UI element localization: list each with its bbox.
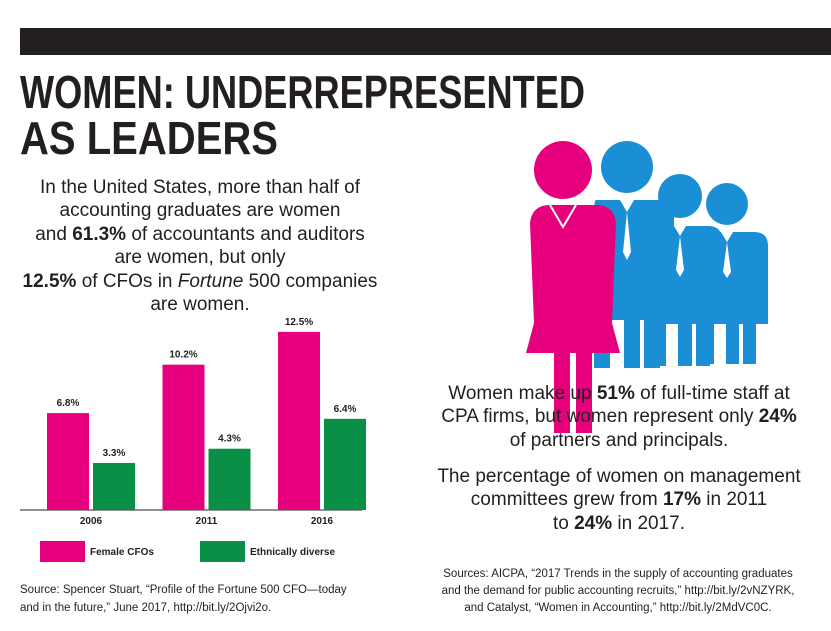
legend-swatch xyxy=(200,541,245,562)
intro-line: and 61.3% of accountants and auditors xyxy=(35,224,365,245)
x-tick-label: 2016 xyxy=(311,516,334,527)
bar xyxy=(324,418,366,510)
text: are women. xyxy=(150,294,249,315)
x-tick-label: 2011 xyxy=(196,516,218,527)
title-line: WOMEN: UNDERREPRESENTED xyxy=(20,66,585,118)
highlight: 51% xyxy=(597,383,635,404)
fact-line: Women make up 51% of full-time staff at xyxy=(448,383,790,404)
value-label: 6.8% xyxy=(57,398,80,409)
text: Fortune xyxy=(178,271,243,292)
value-label: 3.3% xyxy=(103,448,126,459)
fact-line: CPA firms, but women represent only 24% xyxy=(441,406,797,427)
facts: Women make up 51% of full-time staff at … xyxy=(437,383,801,534)
legend-label: Ethnically diverse xyxy=(250,547,335,558)
value-label: 6.4% xyxy=(334,404,357,415)
intro-line: 12.5% of CFOs in Fortune 500 companies xyxy=(23,271,378,292)
sources: Sources: AICPA, “2017 Trends in the supp… xyxy=(442,568,795,614)
text: of full-time staff at xyxy=(640,383,790,404)
highlight: 24% xyxy=(759,406,797,427)
text: CPA firms, but women represent only xyxy=(441,406,754,427)
people-icon xyxy=(526,141,768,433)
intro-line: accounting graduates are women xyxy=(60,200,341,221)
text: of partners and principals. xyxy=(510,430,729,451)
highlight: 24% xyxy=(574,513,612,534)
highlight: 61.3% xyxy=(72,224,126,245)
bar xyxy=(93,462,135,510)
bar xyxy=(278,331,320,510)
text: accounting graduates are women xyxy=(60,200,341,221)
highlight: 17% xyxy=(663,489,701,510)
source-line: and the demand for public accounting rec… xyxy=(442,585,795,597)
text: 500 companies xyxy=(249,271,378,292)
text: In the United States, more than half of xyxy=(40,177,361,198)
text: of accountants and auditors xyxy=(131,224,364,245)
text: committees grew from xyxy=(471,489,658,510)
fact-line: The percentage of women on management xyxy=(437,466,801,487)
intro-line: In the United States, more than half of xyxy=(40,177,361,198)
text: in 2011 xyxy=(706,489,767,510)
fact-line: of partners and principals. xyxy=(510,430,729,451)
legend-label: Female CFOs xyxy=(90,547,154,558)
intro-line: are women, but only xyxy=(114,247,286,268)
text: and xyxy=(35,224,67,245)
top-band xyxy=(20,28,831,55)
title-line: AS LEADERS xyxy=(20,112,278,164)
highlight: 12.5% xyxy=(23,271,77,292)
fact-line: to 24% in 2017. xyxy=(553,513,685,534)
bar xyxy=(162,364,205,510)
text: of CFOs in xyxy=(82,271,173,292)
bar xyxy=(208,448,251,510)
text: The percentage of women on management xyxy=(437,466,801,487)
text: in 2017. xyxy=(617,513,685,534)
intro: In the United States, more than half of … xyxy=(23,177,378,315)
text: Women make up xyxy=(448,383,591,404)
bar xyxy=(47,413,89,510)
legend-swatch xyxy=(40,541,85,562)
source-line: and Catalyst, “Women in Accounting,” htt… xyxy=(464,602,771,614)
source-line: and in the future,” June 2017, http://bi… xyxy=(20,602,271,614)
text: are women, but only xyxy=(114,247,286,268)
value-label: 4.3% xyxy=(218,434,241,445)
text: to xyxy=(553,513,569,534)
source-line: Source: Spencer Stuart, “Profile of the … xyxy=(20,584,347,596)
source-line: Sources: AICPA, “2017 Trends in the supp… xyxy=(443,568,793,580)
intro-line: are women. xyxy=(150,294,249,315)
fact-line: committees grew from 17% in 2011 xyxy=(471,489,767,510)
bar-chart: 2006 6.8% 3.3% 2011 10.2% 4.3% 2016 12.5% 6.4% Fe… xyxy=(20,317,366,562)
x-tick-label: 2006 xyxy=(80,516,103,527)
value-label: 10.2% xyxy=(169,350,197,361)
value-label: 12.5% xyxy=(285,317,313,328)
